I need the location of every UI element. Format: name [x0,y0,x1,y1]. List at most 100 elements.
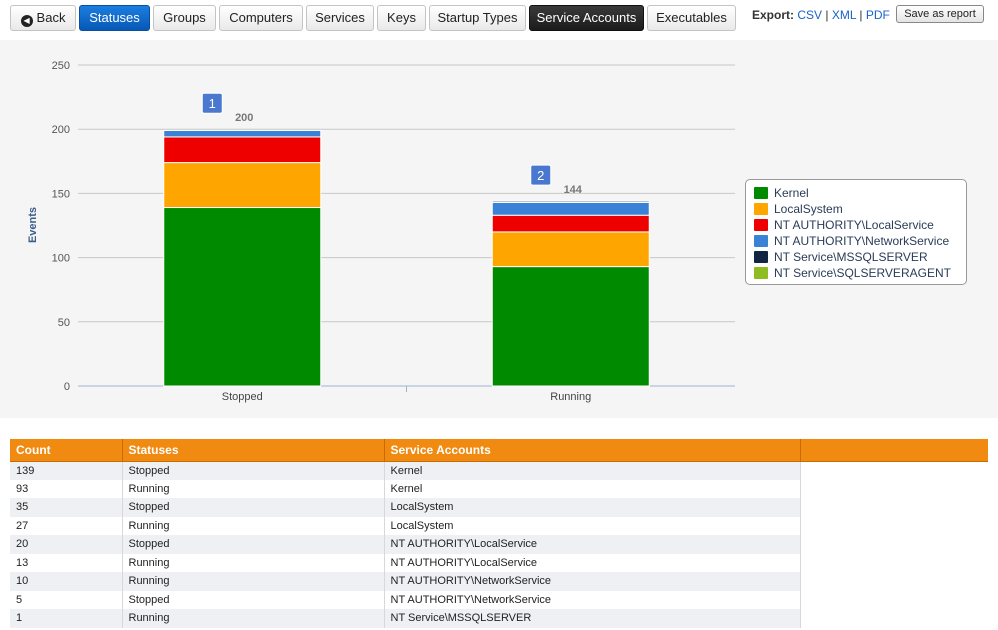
legend-item[interactable]: LocalSystem [754,201,966,217]
cell-service-account: NT AUTHORITY\NetworkService [384,572,801,591]
y-axis-title: Events [27,207,39,243]
legend-item[interactable]: NT AUTHORITY\NetworkService [754,233,966,249]
table-row[interactable]: 13 Running NT AUTHORITY\LocalService [10,553,988,572]
cell-status: Running [122,516,385,535]
table-row[interactable]: 20 Stopped NT AUTHORITY\LocalService [10,535,988,554]
legend-label: LocalSystem [774,202,843,216]
bar-segment [163,162,322,209]
bar-marker-badge [201,92,223,114]
y-tick-label: 150 [52,188,70,200]
save-as-report-button[interactable]: Save as report [896,5,984,23]
back-button[interactable]: ◀ Back [10,5,76,31]
y-tick-label: 50 [58,317,70,329]
legend-item[interactable]: NT Service\MSSQLSERVER [754,249,966,265]
cell-count: 139 [10,461,123,480]
cell-service-account: LocalSystem [384,516,801,535]
cell-service-account: NT AUTHORITY\LocalService [384,535,801,554]
bar-marker-number: 1 [209,96,216,111]
cell-count: 93 [10,479,123,498]
table-row[interactable]: 10 Running NT AUTHORITY\NetworkService [10,572,988,591]
cell-count: 20 [10,535,123,554]
legend-item[interactable]: Kernel [754,185,966,201]
tab-startup-types[interactable]: Startup Types [429,5,526,31]
bar-segment [163,129,322,138]
back-arrow-icon: ◀ [20,15,33,27]
cell-count: 35 [10,498,123,517]
x-tick-label: Running [550,391,591,403]
legend-label: NT Service\SQLSERVERAGENT [774,266,951,280]
cell-status: Running [122,609,385,628]
cell-empty [800,609,988,628]
cell-status: Running [122,572,385,591]
legend-item[interactable]: NT Service\SQLSERVERAGENT [754,265,966,281]
column-header-empty [800,439,988,462]
cell-count: 13 [10,553,123,572]
legend-label: NT Service\MSSQLSERVER [774,250,928,264]
back-label: Back [36,10,66,25]
export-label: Export: [752,8,794,22]
export-separator: | [825,8,829,22]
y-tick-label: 100 [52,253,70,265]
column-header-count[interactable]: Count [10,439,123,462]
x-tick-label: Stopped [222,391,263,403]
bar-total-label: 200 [235,112,253,124]
tab-groups[interactable]: Groups [153,5,216,31]
tab-services[interactable]: Services [306,5,374,31]
cell-service-account: NT AUTHORITY\LocalService [384,553,801,572]
results-table: Count Statuses Service Accounts 139 Stopp… [10,439,988,628]
cell-status: Stopped [122,498,385,517]
chart-legend: Kernel LocalSystem NT AUTHORITY\LocalServi… [745,179,967,285]
table-row[interactable]: 5 Stopped NT AUTHORITY\NetworkService [10,590,988,609]
bar-segment [163,136,322,164]
bar-segment [491,214,650,233]
legend-swatch [754,251,768,263]
bar-segment [491,231,650,268]
cell-service-account: LocalSystem [384,498,801,517]
legend-label: NT AUTHORITY\NetworkService [774,234,950,248]
cell-empty [800,553,988,572]
table-row[interactable]: 93 Running Kernel [10,479,988,498]
bar-marker-badge [530,164,552,186]
tab-statuses[interactable]: Statuses [79,5,150,31]
table-row[interactable]: 35 Stopped LocalSystem [10,498,988,517]
bar-total-label: 144 [564,184,583,196]
export-pdf-link[interactable]: PDF [865,8,890,22]
legend-swatch [754,219,768,231]
tab-keys[interactable]: Keys [377,5,426,31]
cell-empty [800,590,988,609]
table-header-row: Count Statuses Service Accounts [10,439,988,462]
export-links: Export: CSV | XML | PDF [752,8,890,22]
cell-empty [800,461,988,480]
cell-count: 27 [10,516,123,535]
column-header-service-accounts[interactable]: Service Accounts [384,439,801,462]
cell-empty [800,535,988,554]
tab-computers[interactable]: Computers [219,5,303,31]
table-row[interactable]: 139 Stopped Kernel [10,461,988,480]
cell-service-account: Kernel [384,479,801,498]
cell-empty [800,498,988,517]
cell-count: 10 [10,572,123,591]
bar-segment [163,207,322,387]
table-row[interactable]: 27 Running LocalSystem [10,516,988,535]
toolbar: ◀ Back Statuses Groups Computers Services… [0,0,998,36]
export-separator: | [859,8,863,22]
bar-marker-number: 2 [537,168,544,183]
legend-item[interactable]: NT AUTHORITY\LocalService [754,217,966,233]
cell-service-account: NT Service\MSSQLSERVER [384,609,801,628]
tab-executables[interactable]: Executables [647,5,736,31]
cell-service-account: Kernel [384,461,801,480]
legend-label: Kernel [774,186,809,200]
chart-panel: 0 50 100 150 200 250 Events 200 1 Stopped 144 2 Runn… [0,40,998,418]
export-csv-link[interactable]: CSV [797,8,823,22]
cell-empty [800,479,988,498]
legend-swatch [754,267,768,279]
legend-swatch [754,187,768,199]
y-tick-label: 250 [52,60,70,72]
cell-count: 5 [10,590,123,609]
export-xml-link[interactable]: XML [831,8,857,22]
tab-service-accounts[interactable]: Service Accounts [529,5,644,31]
bar-segment [491,200,650,203]
column-header-statuses[interactable]: Statuses [122,439,385,462]
table-row[interactable]: 1 Running NT Service\MSSQLSERVER [10,609,988,628]
cell-status: Stopped [122,535,385,554]
